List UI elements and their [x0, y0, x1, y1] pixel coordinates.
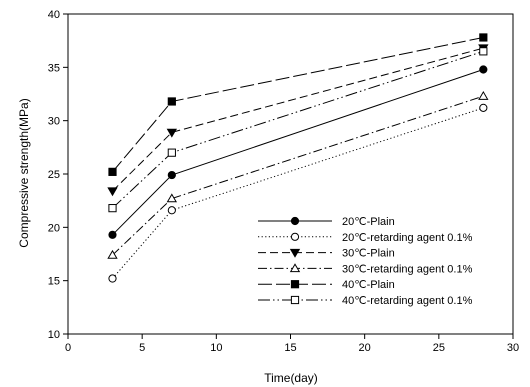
data-point-1-2 [479, 103, 488, 112]
data-point-0-0 [108, 230, 117, 239]
x-axis-title: Time(day) [264, 371, 318, 385]
y-tick-label-0: 10 [48, 329, 60, 341]
data-point-2-1 [166, 128, 178, 138]
data-point-0-2 [479, 65, 488, 74]
y-tick-label-5: 35 [48, 62, 60, 74]
y-tick-label-4: 30 [48, 116, 60, 128]
y-tick-label-3: 25 [48, 169, 60, 181]
data-point-5-0 [108, 204, 117, 213]
x-tick-label-5: 25 [433, 342, 445, 354]
legend-label-2: 30℃-Plain [342, 248, 395, 260]
data-point-1-1 [167, 206, 176, 215]
data-point-2-0 [107, 187, 118, 197]
x-tick-label-3: 15 [284, 342, 296, 354]
y-axis-title: Compressive strength(MPa) [17, 98, 31, 247]
series-line-3 [112, 95, 484, 256]
data-point-1-0 [108, 274, 117, 283]
legend-label-3: 30℃-retarding agent 0.1% [342, 263, 473, 275]
y-tick-label-6: 40 [48, 9, 60, 21]
series-line-2 [112, 47, 484, 192]
legend-label-5: 40℃-retarding agent 0.1% [342, 295, 473, 307]
data-point-3-1 [166, 193, 178, 203]
data-point-0-1 [167, 170, 176, 180]
data-point-3-0 [107, 249, 118, 259]
x-tick-label-0: 0 [65, 342, 71, 354]
data-point-5-1 [167, 148, 176, 157]
x-tick-label-6: 30 [507, 342, 519, 354]
data-point-4-1 [167, 97, 176, 106]
legend-marker-3 [289, 263, 301, 273]
plot-frame [67, 13, 514, 335]
x-tick-label-4: 20 [359, 342, 371, 354]
y-tick-label-2: 20 [48, 222, 60, 234]
x-tick-label-2: 10 [210, 342, 222, 354]
data-point-3-2 [478, 90, 489, 100]
legend-marker-2 [289, 248, 301, 258]
legend-label-1: 20℃-retarding agent 0.1% [342, 232, 473, 244]
data-point-4-2 [479, 33, 488, 42]
x-tick-label-1: 5 [139, 342, 145, 354]
legend-marker-5 [290, 295, 300, 305]
data-point-4-0 [108, 167, 117, 176]
data-point-5-2 [479, 47, 488, 56]
legend-label-4: 40℃-Plain [342, 279, 395, 291]
legend-marker-1 [290, 232, 300, 241]
legend-marker-4 [290, 280, 300, 289]
legend-marker-0 [290, 216, 300, 226]
y-tick-label-1: 15 [48, 276, 60, 288]
legend-label-0: 20℃-Plain [342, 216, 395, 228]
